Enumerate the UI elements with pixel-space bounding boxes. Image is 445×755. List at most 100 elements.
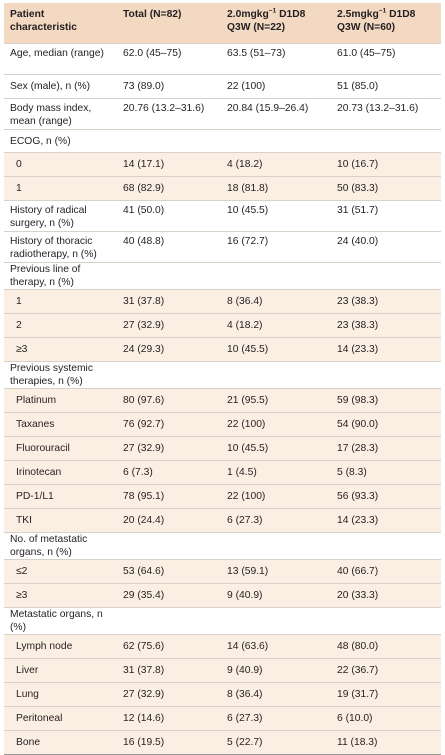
characteristic-cell: 1 [4,176,117,201]
table-row: 1 68 (82.9) 18 (81.8) 50 (83.3) [4,176,441,201]
table-row: TKI 20 (24.4) 6 (27.3) 14 (23.3) [4,508,441,533]
characteristic-cell: History of radical surgery, n (%) [10,205,87,229]
total-cell: 16 (19.5) [117,730,221,755]
section-row: ECOG, n (%) [4,129,441,153]
group-2-5mg-cell: 51 (85.0) [337,81,379,92]
header-2mg-group: 2.0mgkg−1 D1D8 Q3W (N=22) [221,3,331,44]
header-2-5mg-schedule: D1D8 Q3W (N=60) [337,9,416,33]
total-cell [117,263,221,290]
group-2mg-cell: 6 (27.3) [221,706,331,731]
section-row: Previous systemic therapies, n (%) [4,361,441,389]
group-2mg-cell: 10 (45.5) [227,205,269,216]
header-2-5mg-dose: 2.5mgkg [337,9,379,20]
characteristic-cell: Sex (male), n (%) [10,81,91,92]
group-2mg-cell: 13 (59.1) [221,559,331,584]
group-2-5mg-cell: 48 (80.0) [331,634,441,659]
total-cell: 27 (32.9) [117,313,221,338]
characteristic-cell: TKI [4,508,117,533]
table-row: Sex (male), n (%) 73 (89.0) 22 (100) 51 (85… [4,74,441,99]
characteristic-cell: Bone [4,730,117,755]
group-2mg-cell: 20.84 (15.9–26.4) [227,103,309,114]
group-2mg-cell [221,533,331,560]
table-row: ≤2 53 (64.6) 13 (59.1) 40 (66.7) [4,559,441,584]
total-cell: 27 (32.9) [117,436,221,461]
group-2-5mg-cell: 31 (51.7) [337,205,379,216]
group-2-5mg-cell: 17 (28.3) [331,436,441,461]
group-2mg-cell: 6 (27.3) [221,508,331,533]
table-row: ≥3 24 (29.3) 10 (45.5) 14 (23.3) [4,337,441,362]
group-2mg-cell: 14 (63.6) [221,634,331,659]
group-2mg-cell: 10 (45.5) [221,337,331,362]
total-cell: 53 (64.6) [117,559,221,584]
characteristic-cell: No. of metastatic organs, n (%) [10,534,88,558]
group-2mg-cell: 63.5 (51–73) [227,48,286,59]
group-2mg-cell: 22 (100) [221,484,331,509]
group-2mg-cell: 4 (18.2) [221,313,331,338]
total-cell: 41 (50.0) [123,205,165,216]
header-total: Total (N=82) [117,3,221,44]
table-row: Bone 16 (19.5) 5 (22.7) 11 (18.3) [4,730,441,755]
characteristic-cell: Taxanes [4,412,117,437]
table-row: Platinum 80 (97.6) 21 (95.5) 59 (98.3) [4,388,441,413]
total-cell [117,533,221,560]
table-row: Body mass index, mean (range) 20.76 (13.2… [4,98,441,130]
group-2-5mg-cell: 10 (16.7) [331,152,441,177]
group-2mg-cell: 4 (18.2) [221,152,331,177]
group-2mg-cell [221,362,331,389]
group-2mg-cell [221,130,331,153]
group-2-5mg-cell: 56 (93.3) [331,484,441,509]
characteristic-cell: 2 [4,313,117,338]
group-2-5mg-cell: 50 (83.3) [331,176,441,201]
group-2-5mg-cell: 14 (23.3) [331,337,441,362]
characteristic-cell: Metastatic organs, n (%) [10,609,103,633]
characteristic-cell: ≥3 [4,583,117,608]
section-row: Metastatic organs, n (%) [4,607,441,635]
group-2mg-cell [221,263,331,290]
characteristic-cell: 0 [4,152,117,177]
characteristic-cell: ≤2 [4,559,117,584]
table-header-row: Patient characteristic Total (N=82) 2.0m… [4,3,441,44]
characteristic-cell: 1 [4,289,117,314]
section-row: No. of metastatic organs, n (%) [4,532,441,560]
group-2-5mg-cell [331,263,441,290]
table-row: Taxanes 76 (92.7) 22 (100) 54 (90.0) [4,412,441,437]
characteristic-cell: Previous systemic therapies, n (%) [10,363,93,387]
group-2mg-cell: 9 (40.9) [221,658,331,683]
group-2mg-cell: 22 (100) [227,81,266,92]
group-2-5mg-cell [331,130,441,153]
group-2-5mg-cell: 54 (90.0) [331,412,441,437]
table-row: Irinotecan 6 (7.3) 1 (4.5) 5 (8.3) [4,460,441,485]
group-2-5mg-cell: 22 (36.7) [331,658,441,683]
group-2mg-cell: 1 (4.5) [221,460,331,485]
group-2-5mg-cell: 59 (98.3) [331,388,441,413]
characteristic-cell: History of thoracic radiotherapy, n (%) [10,236,97,260]
group-2mg-cell: 8 (36.4) [221,289,331,314]
table-row: Liver 31 (37.8) 9 (40.9) 22 (36.7) [4,658,441,683]
group-2mg-cell: 21 (95.5) [221,388,331,413]
group-2mg-cell: 9 (40.9) [221,583,331,608]
group-2-5mg-cell: 23 (38.3) [331,313,441,338]
group-2mg-cell: 16 (72.7) [227,236,269,247]
total-cell: 14 (17.1) [117,152,221,177]
total-cell: 68 (82.9) [117,176,221,201]
characteristic-cell: Irinotecan [4,460,117,485]
total-cell [117,608,221,635]
group-2-5mg-cell: 6 (10.0) [331,706,441,731]
characteristic-cell: ECOG, n (%) [10,135,71,147]
section-row: Previous line of therapy, n (%) [4,262,441,290]
total-cell: 6 (7.3) [117,460,221,485]
group-2mg-cell: 22 (100) [221,412,331,437]
characteristic-cell: Body mass index, mean (range) [10,103,92,127]
group-2-5mg-cell: 40 (66.7) [331,559,441,584]
group-2-5mg-cell [331,608,441,635]
characteristic-cell: Platinum [4,388,117,413]
header-2-5mg-group: 2.5mgkg−1 D1D8 Q3W (N=60) [331,3,441,44]
table-row: 0 14 (17.1) 4 (18.2) 10 (16.7) [4,152,441,177]
table-row: PD-1/L1 78 (95.1) 22 (100) 56 (93.3) [4,484,441,509]
header-patient-characteristic: Patient characteristic [4,3,117,44]
characteristic-cell: Lymph node [4,634,117,659]
header-2mg-exponent: −1 [268,7,277,15]
total-cell: 27 (32.9) [117,682,221,707]
table-body: Age, median (range) 62.0 (45–75) 63.5 (51–… [4,43,441,755]
group-2-5mg-cell: 11 (18.3) [331,730,441,755]
